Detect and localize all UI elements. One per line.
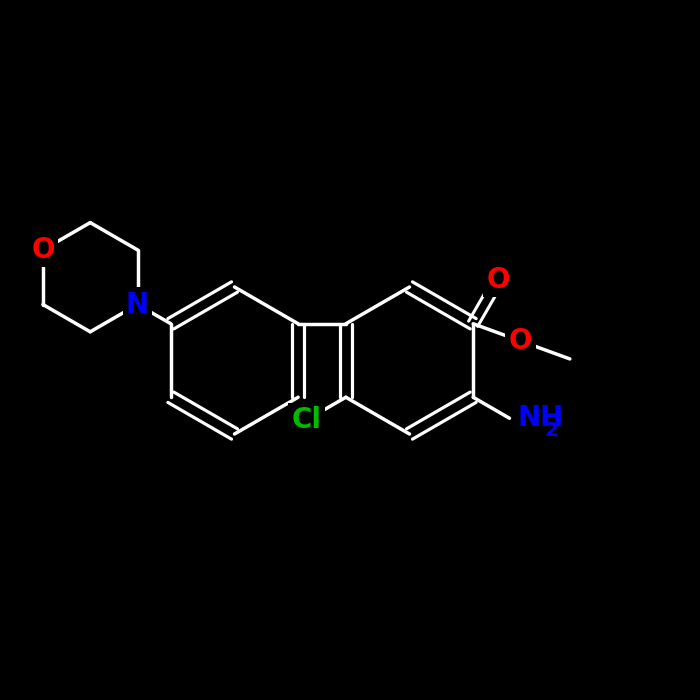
Text: 2: 2: [545, 421, 559, 440]
Text: Cl: Cl: [291, 406, 321, 434]
Text: O: O: [32, 236, 55, 264]
Text: O: O: [509, 327, 532, 355]
Text: O: O: [486, 266, 510, 294]
Text: N: N: [126, 290, 149, 318]
Text: NH: NH: [518, 405, 564, 433]
